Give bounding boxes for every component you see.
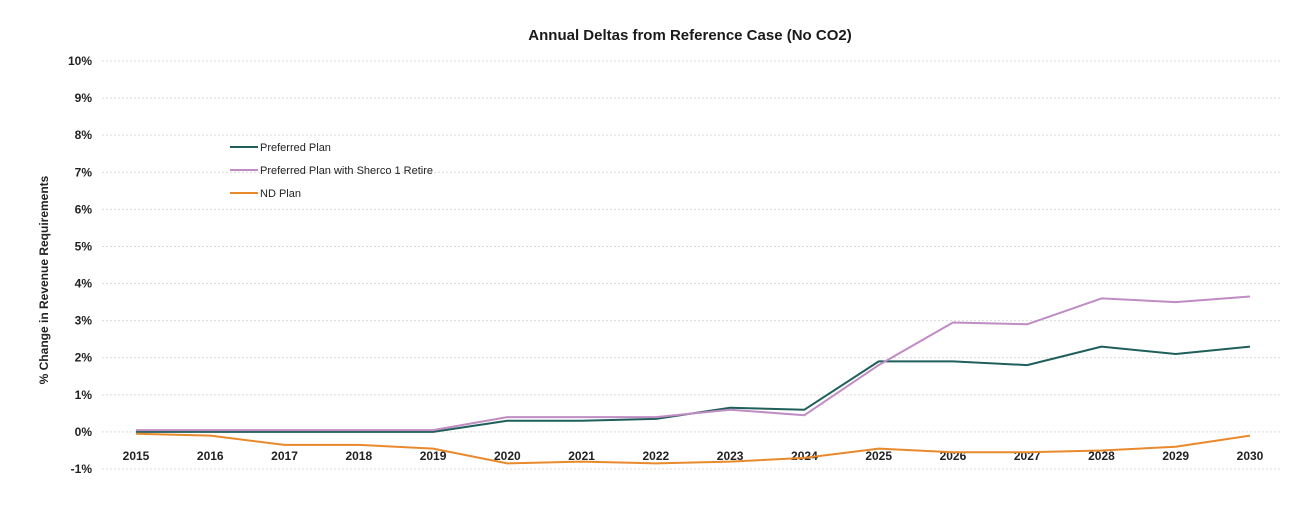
x-tick-label: 2019 xyxy=(420,449,447,463)
y-tick-label: -1% xyxy=(71,462,93,476)
x-tick-label: 2029 xyxy=(1162,449,1189,463)
y-tick-label: 5% xyxy=(75,239,93,253)
chart-title: Annual Deltas from Reference Case (No CO… xyxy=(528,27,851,44)
y-tick-label: 10% xyxy=(68,54,92,68)
y-tick-label: 8% xyxy=(75,128,93,142)
x-tick-label: 2020 xyxy=(494,449,521,463)
y-tick-label: 1% xyxy=(75,388,93,402)
x-tick-label: 2024 xyxy=(791,449,818,463)
legend-label: Preferred Plan xyxy=(260,142,331,154)
x-tick-label: 2030 xyxy=(1237,449,1264,463)
y-tick-label: 3% xyxy=(75,314,93,328)
x-tick-label: 2022 xyxy=(643,449,670,463)
series-line xyxy=(136,345,1251,433)
legend-label: Preferred Plan with Sherco 1 Retire xyxy=(260,165,433,177)
x-tick-label: 2028 xyxy=(1088,449,1115,463)
y-tick-label: 7% xyxy=(75,165,93,179)
legend: Preferred Plan Preferred Plan with Sherco… xyxy=(230,142,433,200)
series-line xyxy=(135,432,1251,465)
y-tick-labels: -1% 0% 1% 2% 3% 4% 5% 6% 7% 8% 9% 10% xyxy=(68,54,92,476)
x-tick-label: 2017 xyxy=(271,449,298,463)
gridlines xyxy=(102,60,1282,470)
x-tick-label: 2015 xyxy=(123,449,150,463)
y-tick-label: 4% xyxy=(75,277,93,291)
x-tick-label: 2018 xyxy=(345,449,372,463)
x-tick-label: 2021 xyxy=(568,449,595,463)
x-tick-label: 2023 xyxy=(717,449,744,463)
y-tick-label: 2% xyxy=(75,351,93,365)
y-tick-label: 0% xyxy=(75,425,93,439)
series-lines xyxy=(135,295,1251,465)
y-axis-label: % Change in Revenue Requirements xyxy=(37,175,51,384)
series-line xyxy=(136,295,1251,432)
y-tick-label: 6% xyxy=(75,202,93,216)
x-tick-label: 2016 xyxy=(197,449,224,463)
x-tick-label: 2025 xyxy=(865,449,892,463)
legend-label: ND Plan xyxy=(260,188,301,200)
y-tick-label: 9% xyxy=(75,91,93,105)
